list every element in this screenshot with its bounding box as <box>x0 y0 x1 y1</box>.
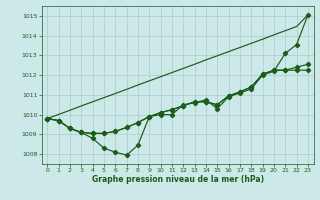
X-axis label: Graphe pression niveau de la mer (hPa): Graphe pression niveau de la mer (hPa) <box>92 175 264 184</box>
